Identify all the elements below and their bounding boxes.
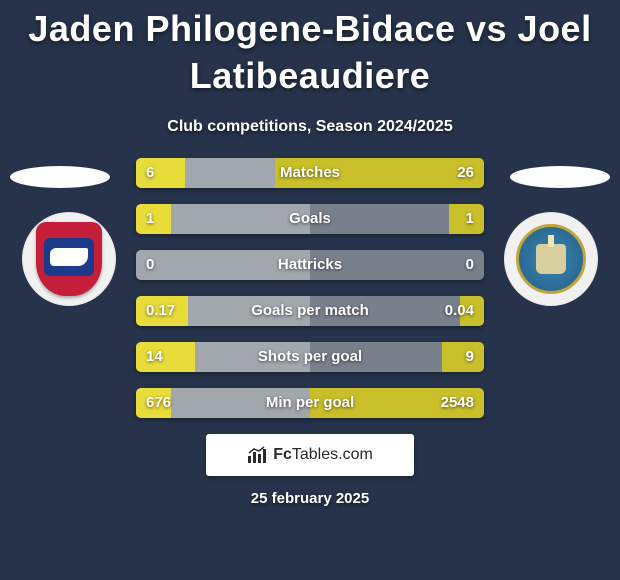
player-indicator-left: [10, 166, 110, 188]
stat-value-right: 2548: [431, 388, 484, 418]
stat-row: 149Shots per goal: [136, 342, 484, 372]
coventry-crest-icon: [516, 224, 586, 294]
ipswich-crest-icon: [36, 222, 102, 296]
attribution-box: FcTables.com: [206, 434, 414, 476]
stat-value-right: 0: [456, 250, 484, 280]
brand-prefix: Fc: [273, 446, 292, 463]
stat-value-right: 9: [456, 342, 484, 372]
date-label: 25 february 2025: [0, 490, 620, 507]
stat-row: 6762548Min per goal: [136, 388, 484, 418]
stat-row: 11Goals: [136, 204, 484, 234]
page-title: Jaden Philogene-Bidace vs Joel Latibeaud…: [0, 0, 620, 100]
stat-value-left: 1: [136, 204, 164, 234]
club-crest-right: [504, 212, 598, 306]
comparison-card: Jaden Philogene-Bidace vs Joel Latibeaud…: [0, 0, 620, 580]
player-indicator-right: [510, 166, 610, 188]
stat-row: 0.170.04Goals per match: [136, 296, 484, 326]
stat-value-right: 1: [456, 204, 484, 234]
attribution-text: FcTables.com: [273, 446, 373, 464]
stat-value-left: 0: [136, 250, 164, 280]
subtitle: Club competitions, Season 2024/2025: [0, 118, 620, 136]
club-crest-left: [22, 212, 116, 306]
stat-row: 626Matches: [136, 158, 484, 188]
stat-value-left: 14: [136, 342, 173, 372]
stats-stage: 626Matches11Goals00Hattricks0.170.04Goal…: [0, 158, 620, 418]
stat-value-left: 676: [136, 388, 181, 418]
stat-bars: 626Matches11Goals00Hattricks0.170.04Goal…: [136, 158, 484, 418]
stat-value-left: 0.17: [136, 296, 185, 326]
brand-suffix: Tables.com: [292, 446, 373, 463]
stat-value-right: 26: [447, 158, 484, 188]
stat-value-left: 6: [136, 158, 164, 188]
chart-icon: [247, 446, 267, 464]
stat-row: 00Hattricks: [136, 250, 484, 280]
stat-value-right: 0.04: [435, 296, 484, 326]
